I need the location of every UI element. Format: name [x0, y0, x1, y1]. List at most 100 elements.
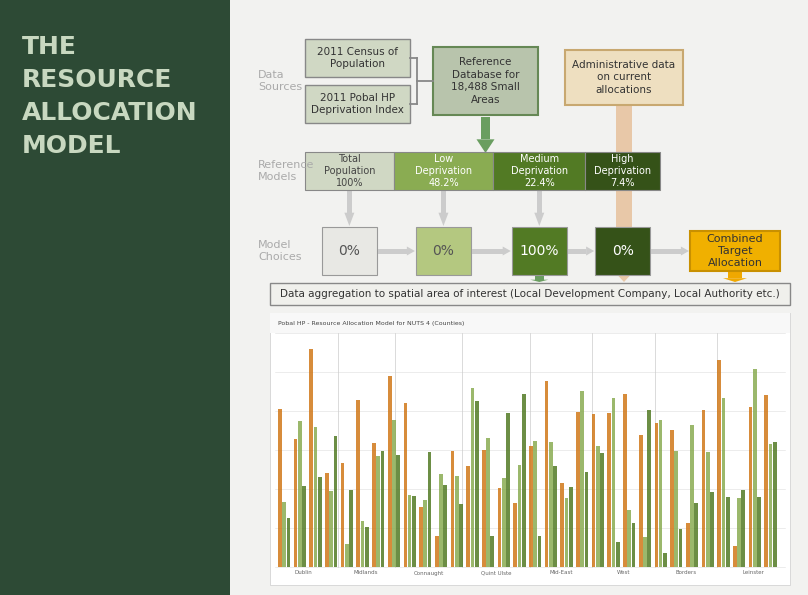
Bar [287, 518, 290, 567]
Text: 100%: 100% [520, 244, 559, 258]
Bar [643, 537, 647, 567]
Bar [561, 483, 564, 567]
Bar [701, 409, 705, 567]
Bar [498, 488, 501, 567]
Bar [345, 544, 349, 567]
Bar [305, 39, 410, 77]
Bar [670, 430, 674, 567]
Bar [377, 456, 380, 567]
Bar [490, 536, 494, 567]
Bar [663, 553, 667, 567]
Text: 0%: 0% [432, 244, 454, 258]
Bar [408, 495, 411, 567]
Bar [690, 231, 780, 271]
Text: Combined
Target
Allocation: Combined Target Allocation [707, 234, 764, 268]
Bar [608, 413, 611, 567]
Bar [511, 227, 566, 275]
Bar [493, 152, 586, 190]
Bar [475, 400, 478, 567]
Bar [397, 455, 400, 567]
Text: 2011 Pobal HP
Deprivation Index: 2011 Pobal HP Deprivation Index [311, 93, 404, 115]
Bar [749, 407, 752, 567]
Text: Data aggregation to spatial area of interest (Local Development Company, Local A: Data aggregation to spatial area of inte… [280, 289, 780, 299]
Bar [318, 477, 322, 567]
Bar [502, 478, 506, 567]
Bar [349, 490, 353, 567]
Text: Medium
Deprivation
22.4%: Medium Deprivation 22.4% [511, 154, 568, 189]
Bar [298, 421, 301, 567]
Bar [595, 227, 650, 275]
Bar [412, 496, 416, 567]
Bar [314, 427, 318, 567]
Bar [416, 227, 471, 275]
Bar [441, 191, 446, 212]
Bar [639, 435, 642, 567]
Bar [568, 249, 586, 253]
Bar [270, 283, 790, 305]
Bar [533, 440, 537, 567]
Bar [733, 546, 737, 567]
Bar [305, 152, 393, 190]
Polygon shape [681, 246, 689, 255]
Polygon shape [503, 246, 511, 255]
Text: THE: THE [22, 35, 77, 59]
Bar [360, 521, 364, 567]
Bar [356, 400, 360, 567]
Bar [585, 472, 588, 567]
Bar [440, 474, 443, 567]
Bar [506, 414, 510, 567]
Bar [757, 497, 761, 567]
Bar [616, 541, 620, 567]
Text: High
Deprivation
7.4%: High Deprivation 7.4% [594, 154, 651, 189]
Bar [444, 485, 447, 567]
Bar [381, 452, 385, 567]
Bar [580, 392, 584, 567]
Bar [565, 499, 568, 567]
Bar [586, 152, 660, 190]
Bar [600, 453, 604, 567]
Bar [378, 249, 407, 253]
Bar [282, 502, 286, 567]
Text: Mid-East: Mid-East [549, 571, 573, 575]
Text: Dublin: Dublin [295, 571, 313, 575]
Bar [706, 452, 709, 567]
Polygon shape [618, 212, 628, 226]
Text: Low
Deprivation
48.2%: Low Deprivation 48.2% [415, 154, 472, 189]
Bar [392, 419, 396, 567]
Bar [403, 403, 407, 567]
Bar [710, 491, 713, 567]
Text: 0%: 0% [612, 244, 633, 258]
Bar [651, 249, 681, 253]
Bar [545, 381, 549, 567]
Text: West: West [617, 571, 630, 575]
Bar [537, 536, 541, 567]
Bar [537, 191, 542, 212]
Bar [486, 439, 490, 567]
Bar [302, 486, 306, 567]
Bar [621, 191, 625, 212]
Polygon shape [611, 268, 637, 282]
Text: MODEL: MODEL [22, 134, 121, 158]
Bar [482, 450, 486, 567]
Polygon shape [477, 139, 494, 153]
Bar [612, 397, 616, 567]
Polygon shape [723, 278, 747, 282]
Bar [686, 523, 689, 567]
Bar [330, 491, 333, 567]
Bar [654, 423, 659, 567]
Bar [569, 487, 573, 567]
Bar [549, 443, 553, 567]
Bar [470, 388, 474, 567]
Text: Reference
Database for
18,488 Small
Areas: Reference Database for 18,488 Small Area… [451, 57, 520, 105]
Text: Connaught: Connaught [414, 571, 444, 575]
Text: Reference
Models: Reference Models [258, 160, 314, 182]
Text: RESOURCE: RESOURCE [22, 68, 172, 92]
Text: 0%: 0% [339, 244, 360, 258]
Text: Data
Sources: Data Sources [258, 70, 302, 92]
Text: Model
Choices: Model Choices [258, 240, 301, 262]
Text: Total
Population
100%: Total Population 100% [324, 154, 375, 189]
Bar [553, 466, 557, 567]
Bar [522, 394, 525, 567]
Polygon shape [407, 246, 415, 255]
Text: Midlands: Midlands [354, 571, 378, 575]
